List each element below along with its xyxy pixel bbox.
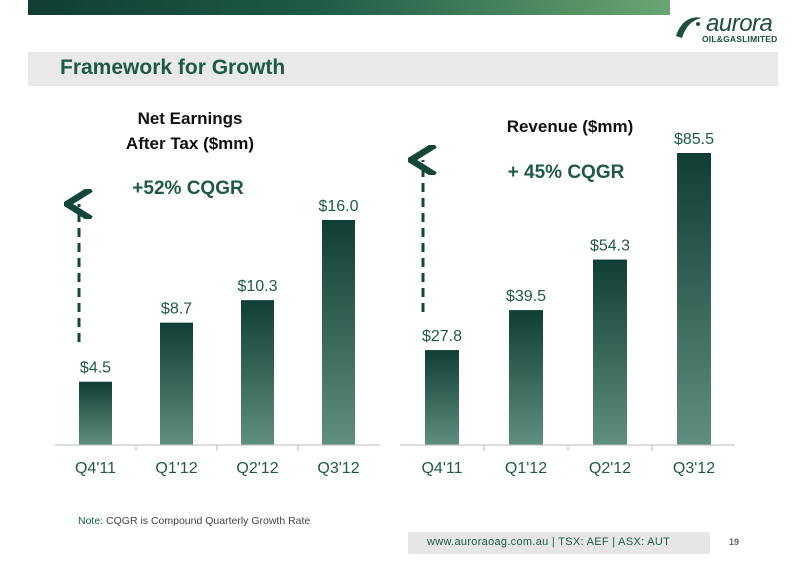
chart1-growth-annotation: +52% CQGR <box>132 178 244 199</box>
chart1-bar-1 <box>160 322 193 445</box>
chart2-x-tick-0: Q4'11 <box>421 460 462 477</box>
chart1-value-label-3: $16.0 <box>318 198 358 215</box>
chart1-bar-0 <box>79 381 112 445</box>
chart1-x-tick-1: Q1'12 <box>155 460 197 477</box>
footnote-text: CQGR is Compound Quarterly Growth Rate <box>106 515 311 527</box>
logo-wordmark: aurora <box>706 10 773 37</box>
chart2-x-tick-1: Q1'12 <box>505 460 547 477</box>
chart2-value-label-0: $27.8 <box>422 328 462 345</box>
chart1-bar-2 <box>241 300 274 445</box>
chart1-value-label-1: $8.7 <box>161 301 192 318</box>
title-band <box>28 52 778 86</box>
chart2-bar-0 <box>425 350 459 445</box>
header-bar <box>28 0 670 15</box>
footnote-prefix: Note: <box>78 515 104 527</box>
footer-contact: www.auroraoag.com.au | TSX: AEF | ASX: A… <box>427 536 671 548</box>
chart1-x-tick-3: Q3'12 <box>317 460 359 477</box>
chart2-value-label-3: $85.5 <box>674 131 714 148</box>
chart2-title-line1: Revenue ($mm) <box>507 117 634 136</box>
chart2-growth-annotation: + 45% CQGR <box>508 162 625 183</box>
logo-subtitle: OIL&GASLIMITED <box>702 34 778 44</box>
chart1-value-label-2: $10.3 <box>237 278 277 295</box>
chart2-bar-1 <box>509 310 543 445</box>
chart2-value-label-2: $54.3 <box>590 238 630 255</box>
chart2-bar-2 <box>593 259 627 445</box>
chart1-x-tick-2: Q2'12 <box>236 460 278 477</box>
chart2-x-tick-3: Q3'12 <box>673 460 715 477</box>
chart2-bar-3 <box>677 153 711 445</box>
chart1-value-label-0: $4.5 <box>80 360 111 377</box>
chart2-value-label-1: $39.5 <box>506 288 546 305</box>
chart1-x-tick-0: Q4'11 <box>75 460 116 477</box>
chart1-title-line1: Net Earnings <box>138 109 243 128</box>
charts-area: Net Earnings After Tax ($mm) +52% CQGR $… <box>55 109 735 477</box>
chart1-bar-3 <box>322 220 355 445</box>
page-title: Framework for Growth <box>60 56 286 79</box>
footnote: Note: CQGR is Compound Quarterly Growth … <box>78 515 310 527</box>
chart1-title-line2: After Tax ($mm) <box>126 134 254 153</box>
footer-box <box>408 532 710 554</box>
chart2-x-tick-2: Q2'12 <box>589 460 631 477</box>
aurora-swoosh-icon <box>676 17 702 38</box>
company-logo: aurora OIL&GASLIMITED <box>672 10 782 48</box>
page-number: 19 <box>729 537 740 547</box>
chart-net-earnings: Net Earnings After Tax ($mm) +52% CQGR $… <box>55 109 380 477</box>
chart-revenue: Revenue ($mm) + 45% CQGR $27.8 Q4'11 $39.5… <box>400 117 735 477</box>
